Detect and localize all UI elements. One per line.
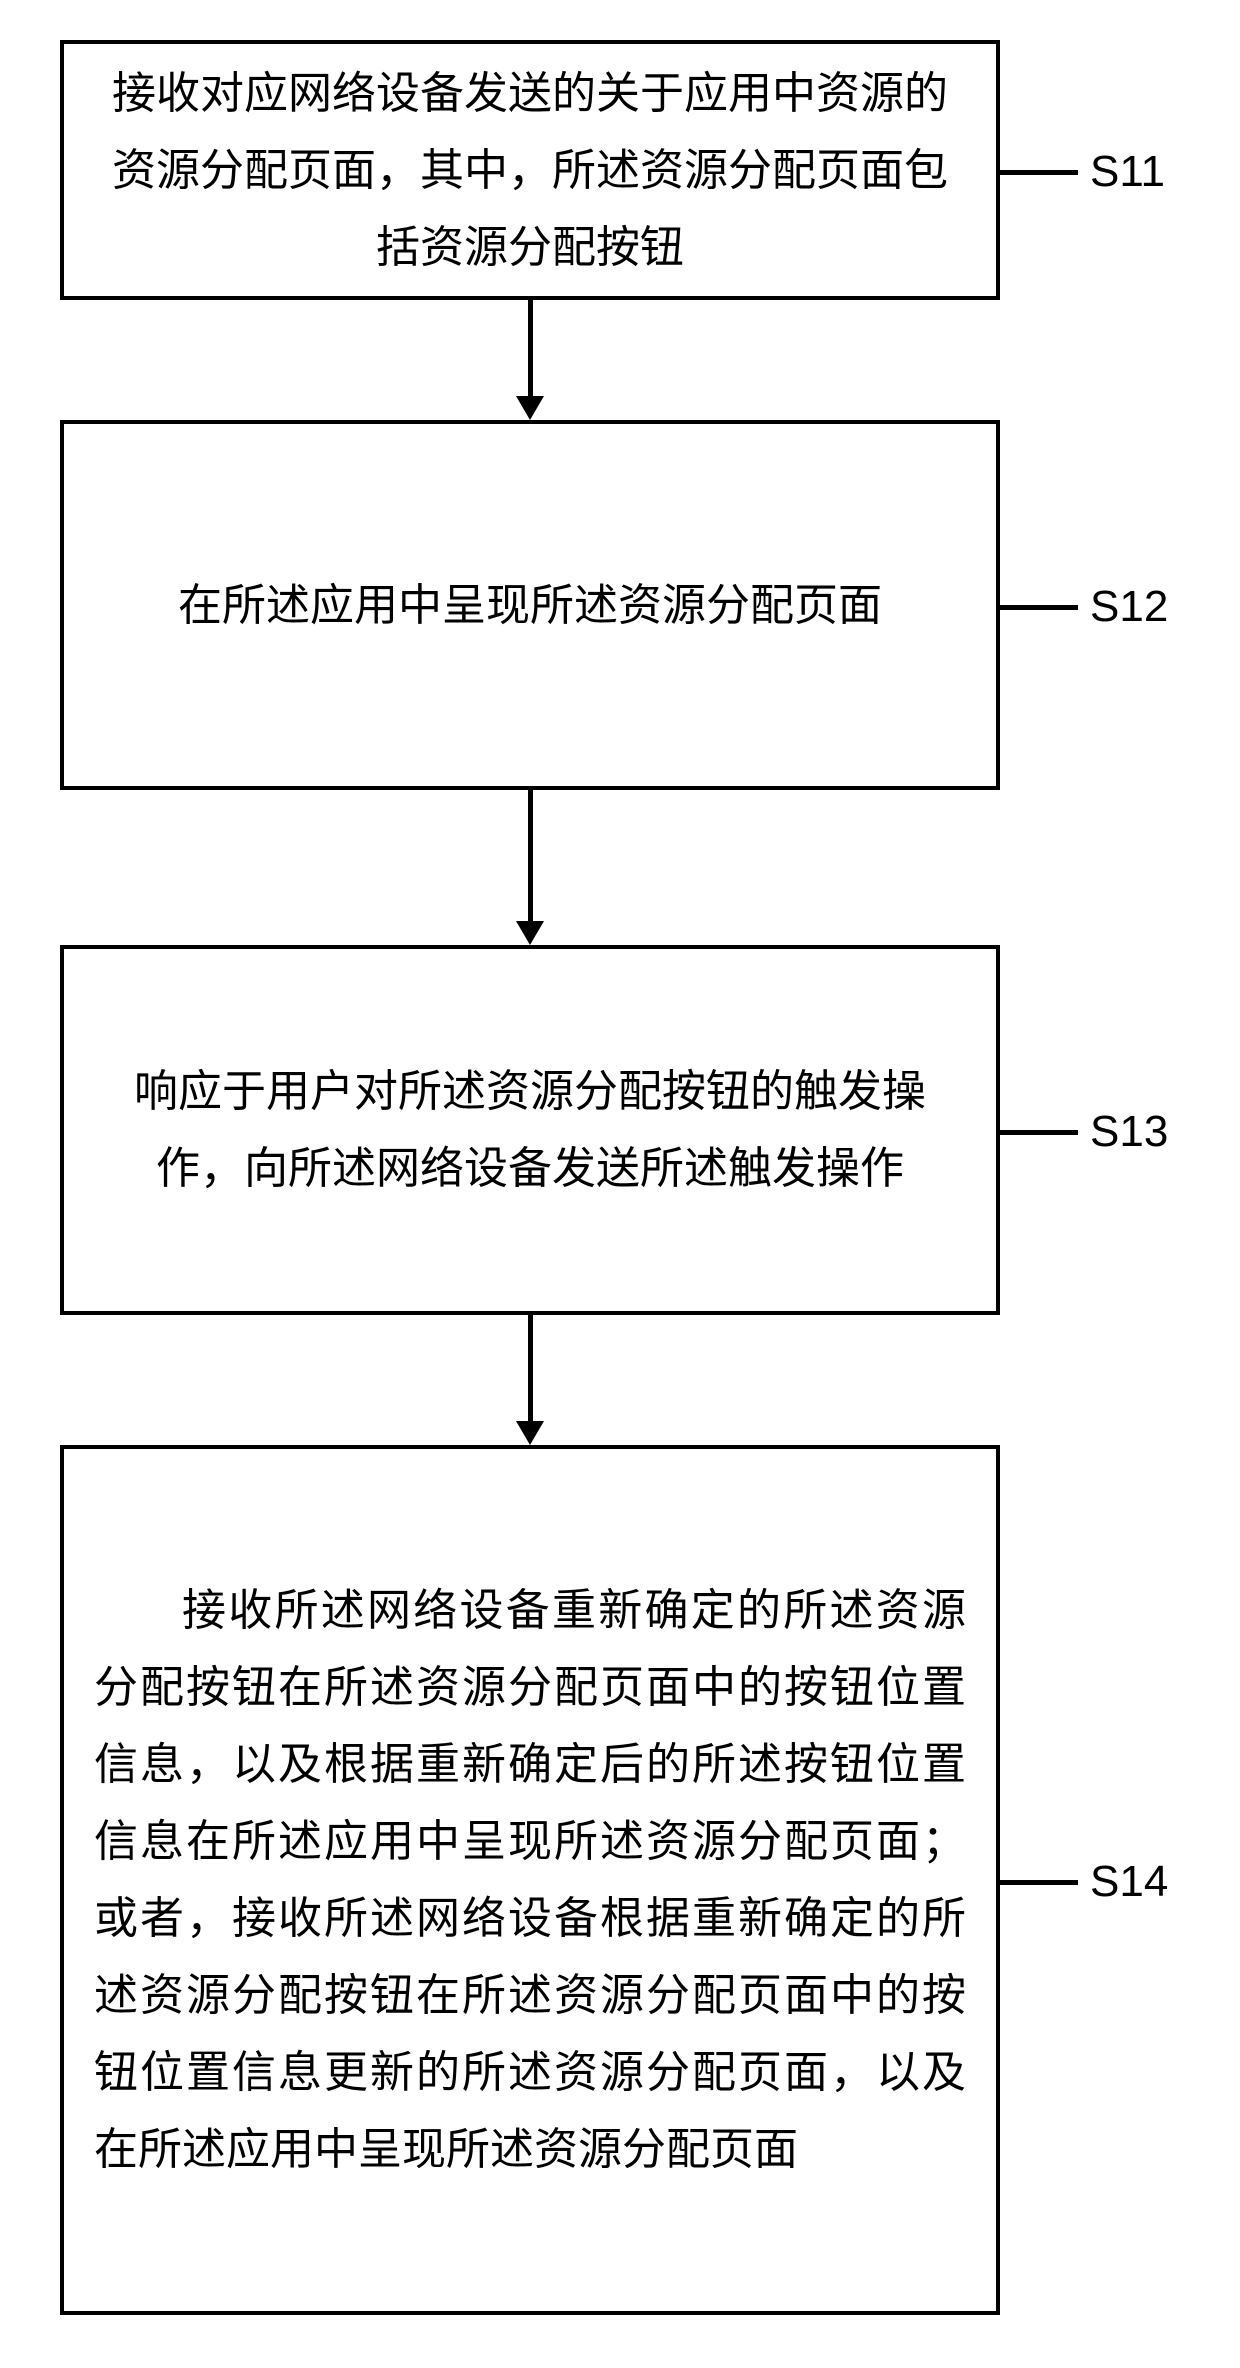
flow-node-s12: 在所述应用中呈现所述资源分配页面 [60, 420, 1000, 790]
flow-node-label-s11: S11 [1090, 150, 1165, 194]
flow-node-label-s14: S14 [1090, 1860, 1168, 1904]
arrow-line [528, 790, 533, 921]
flow-node-s11: 接收对应网络设备发送的关于应用中资源的资源分配页面，其中，所述资源分配页面包括资… [60, 40, 1000, 300]
flow-node-text: 在所述应用中呈现所述资源分配页面 [94, 567, 966, 644]
flowchart-canvas: 接收对应网络设备发送的关于应用中资源的资源分配页面，其中，所述资源分配页面包括资… [0, 0, 1240, 2368]
flow-node-text: 接收所述网络设备重新确定的所述资源分配按钮在所述资源分配页面中的按钮位置信息，以… [94, 1572, 966, 2188]
flow-node-s13: 响应于用户对所述资源分配按钮的触发操作，向所述网络设备发送所述触发操作 [60, 945, 1000, 1315]
flow-node-text: 接收对应网络设备发送的关于应用中资源的资源分配页面，其中，所述资源分配页面包括资… [94, 55, 966, 286]
arrow-line [528, 1315, 533, 1421]
flow-node-label-s13: S13 [1090, 1110, 1168, 1154]
arrow-head-icon [516, 921, 544, 945]
arrow-head-icon [516, 1421, 544, 1445]
arrow-line [528, 300, 533, 396]
flow-node-label-s12: S12 [1090, 585, 1168, 629]
label-connector [1000, 170, 1078, 175]
flow-node-text: 响应于用户对所述资源分配按钮的触发操作，向所述网络设备发送所述触发操作 [94, 1053, 966, 1207]
label-connector [1000, 1130, 1078, 1135]
flow-node-s14: 接收所述网络设备重新确定的所述资源分配按钮在所述资源分配页面中的按钮位置信息，以… [60, 1445, 1000, 2315]
arrow-head-icon [516, 396, 544, 420]
label-connector [1000, 1880, 1078, 1885]
label-connector [1000, 605, 1078, 610]
